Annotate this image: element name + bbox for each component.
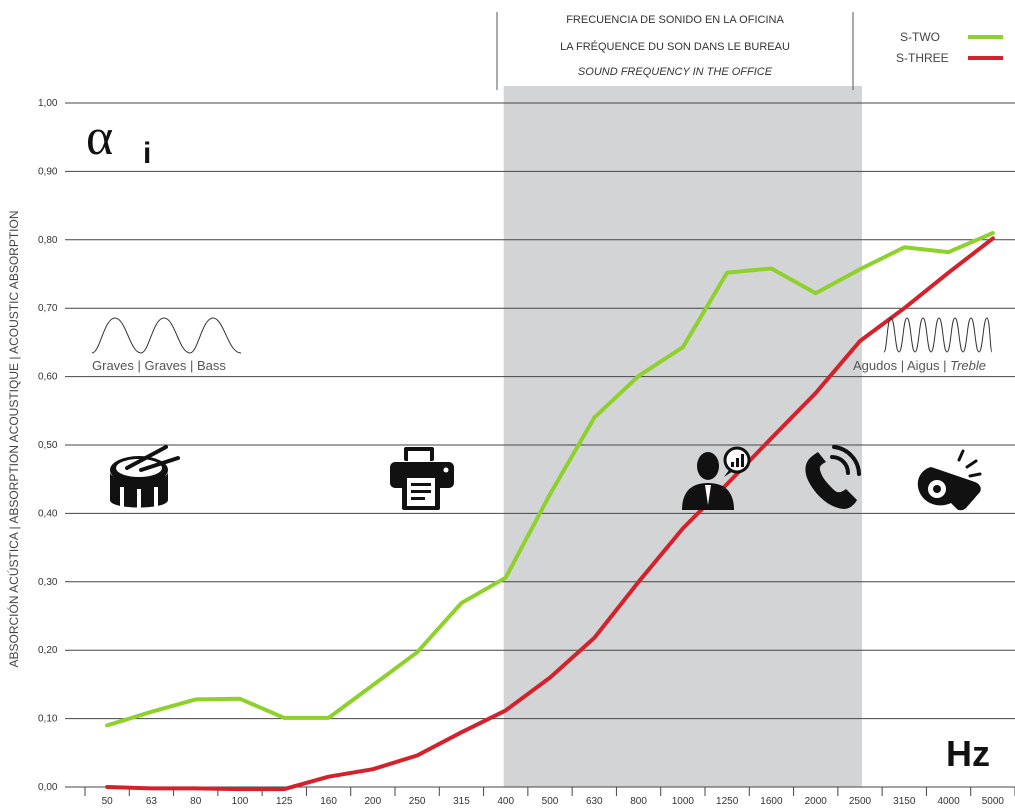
y-tick-label: 0,40 [38,508,58,519]
y-tick-label: 0,50 [38,440,58,451]
data-point-s-three [194,786,198,790]
x-tick-label: 3150 [893,796,916,807]
series-lines [105,231,995,792]
gridlines [65,102,1015,720]
treble-label: Agudos | Aigus | Treble [853,358,986,373]
data-point-s-two [681,345,685,349]
y-axis-ticks: 0,00 0,10 0,20 0,30 0,40 0,50 0,60 0,70 0,80 0,90… [38,98,58,793]
y-tick-label: 0,70 [38,303,58,314]
data-point-s-two [548,492,552,496]
bass-label: Graves | Graves | Bass [92,358,226,373]
data-point-s-two [947,250,951,254]
data-point-s-three [814,391,818,395]
header-spanish: FRECUENCIA DE SONIDO EN LA OFICINA [566,14,784,26]
x-tick-label: 630 [586,796,603,807]
x-tick-label: 500 [542,796,559,807]
y-tick-label: 0,30 [38,577,58,588]
data-point-s-two [858,267,862,271]
whistle-icon [917,449,982,511]
x-tick-label: 2500 [849,796,872,807]
person-talking-icon [682,446,751,510]
x-tick-label: 125 [276,796,293,807]
x-tick-label: 1600 [760,796,783,807]
y-axis-label: ABSORCIÓN ACÚSTICA | ABSORPTION ACOUSTIQ… [6,211,21,668]
data-point-s-three [371,767,375,771]
data-point-s-three [592,636,596,640]
legend: S-TWO S-THREE [896,30,1003,65]
data-point-s-two [327,716,331,720]
data-point-s-three [681,526,685,530]
data-point-s-three [725,482,729,486]
x-tick-label: 1250 [716,796,739,807]
data-point-s-three [504,708,508,712]
alpha-subscript: i [143,137,151,170]
data-point-s-three [637,580,641,584]
data-point-s-two [149,710,153,714]
x-tick-label: 50 [102,796,114,807]
data-point-s-two [902,245,906,249]
treble-wave-icon [883,317,993,353]
data-point-s-two [991,231,995,235]
data-point-s-three [548,676,552,680]
data-point-s-three [947,271,951,275]
x-tick-label: 100 [232,796,249,807]
x-tick-label: 800 [630,796,647,807]
office-frequency-band [503,86,862,787]
y-tick-label: 1,00 [38,98,58,109]
drum-icon [110,445,180,511]
y-tick-label: 0,60 [38,372,58,383]
x-tick-label: 400 [497,796,514,807]
phone-icon [805,445,861,509]
data-point-s-two [459,601,463,605]
data-point-s-two [371,683,375,687]
data-point-s-two [415,650,419,654]
bass-wave-icon [91,317,242,354]
data-point-s-three [327,775,331,779]
header-french: LA FRÉQUENCE DU SON DANS LE BUREAU [560,40,790,53]
x-tick-label: 160 [320,796,337,807]
data-point-s-three [991,236,995,240]
data-point-s-two [637,374,641,378]
x-tick-label: 2000 [805,796,828,807]
x-tick-label: 5000 [982,796,1005,807]
data-point-s-three [769,436,773,440]
data-point-s-two [194,697,198,701]
x-tick-label: 4000 [937,796,960,807]
data-point-s-two [769,267,773,271]
y-tick-label: 0,90 [38,166,58,177]
legend-label-s-two: S-TWO [900,30,940,44]
data-point-s-three [858,339,862,343]
data-point-s-three [459,730,463,734]
x-tick-label: 80 [190,796,202,807]
y-tick-label: 0,80 [38,235,58,246]
data-point-s-three [415,754,419,758]
alpha-symbol: α [86,109,113,166]
header-english: SOUND FREQUENCY IN THE OFFICE [578,66,773,78]
data-point-s-two [504,576,508,580]
x-axis-unit: Hz [946,733,990,774]
data-point-s-two [282,716,286,720]
y-tick-label: 0,20 [38,645,58,656]
x-tick-label: 315 [453,796,470,807]
x-tick-label: 1000 [672,796,695,807]
data-point-s-three [149,786,153,790]
y-tick-label: 0,10 [38,714,58,725]
data-point-s-two [592,416,596,420]
printer-icon [390,447,454,510]
data-point-s-three [902,306,906,310]
x-tick-label: 63 [146,796,158,807]
data-point-s-three [105,785,109,789]
data-point-s-two [238,697,242,701]
y-tick-label: 0,00 [38,782,58,793]
data-point-s-two [105,723,109,727]
legend-label-s-three: S-THREE [896,51,949,65]
x-tick-label: 200 [365,796,382,807]
data-point-s-two [814,291,818,295]
data-point-s-three [238,787,242,791]
data-point-s-two [725,271,729,275]
x-tick-label: 250 [409,796,426,807]
data-point-s-three [282,787,286,791]
